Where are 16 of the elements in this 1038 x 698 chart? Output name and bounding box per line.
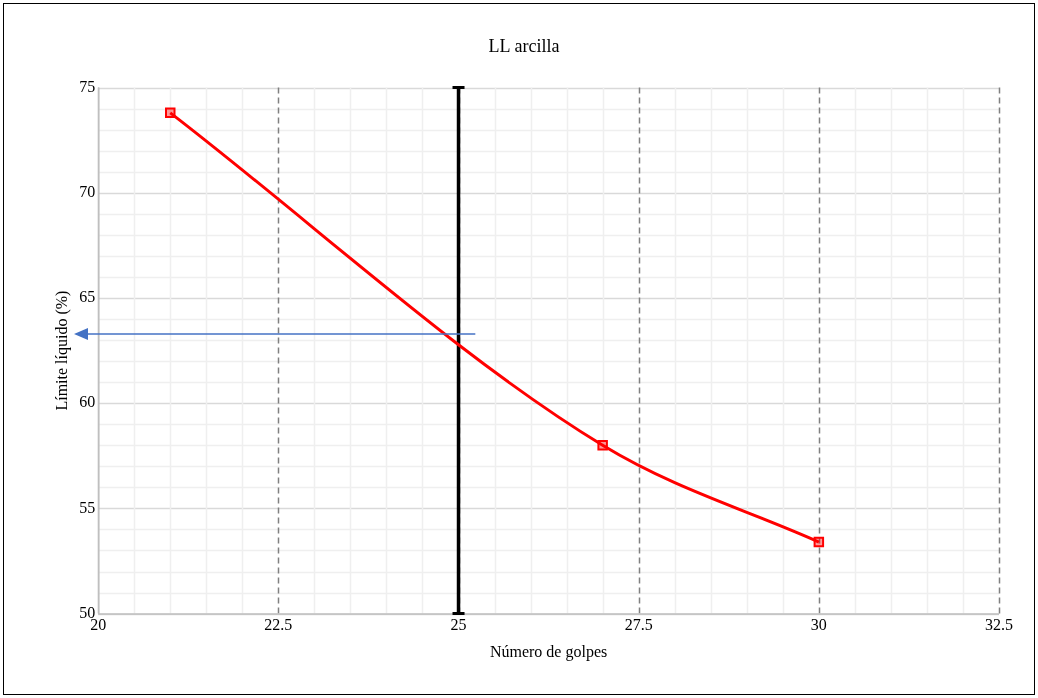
chart-title: LL arcilla xyxy=(488,35,560,56)
y-tick-label: 70 xyxy=(79,183,96,200)
x-tick-label: 27.5 xyxy=(624,616,653,634)
point xyxy=(597,440,608,451)
point xyxy=(165,107,176,119)
x-tick-label: 32.5 xyxy=(985,616,1013,634)
point xyxy=(813,536,825,548)
y-tick-label: 75 xyxy=(79,77,96,95)
x-tick-label: 25 xyxy=(450,616,467,634)
x-axis-title: Número de golpes xyxy=(489,642,608,661)
y-tick-label: 65 xyxy=(79,288,96,306)
y-axis-title: Límite líquido (%) xyxy=(52,290,71,411)
x-tick-label: 22.5 xyxy=(264,616,293,634)
x-tick-label: 30 xyxy=(810,616,827,634)
y-tick-label: 55 xyxy=(79,498,96,516)
y-tick-label: 60 xyxy=(79,393,96,411)
